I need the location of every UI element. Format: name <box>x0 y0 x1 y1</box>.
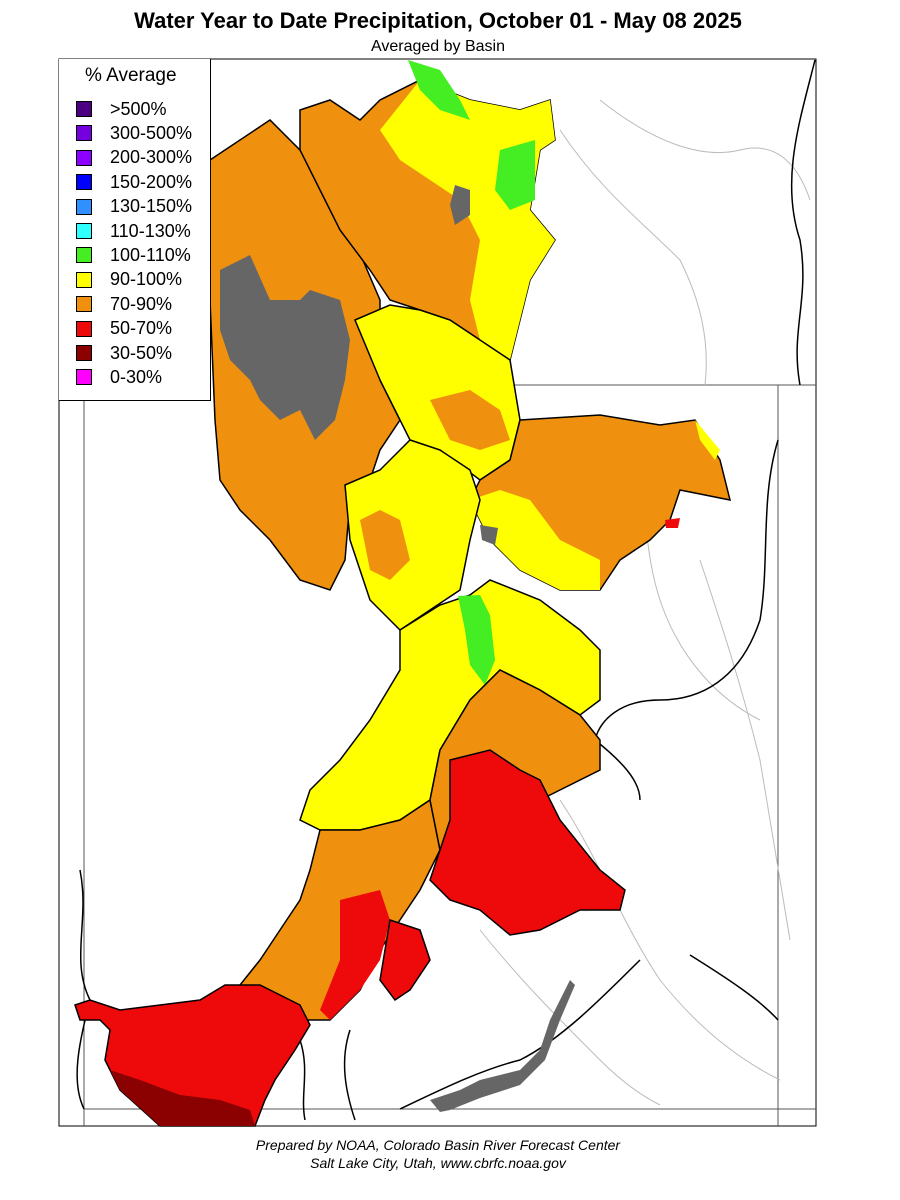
map-title: Water Year to Date Precipitation, Octobe… <box>134 8 742 33</box>
legend-item: 90-100% <box>76 269 183 290</box>
legend-label: 100-110% <box>110 244 191 265</box>
great-salt-lake <box>220 255 350 440</box>
footer-location: Salt Lake City, Utah, www.cbrfc.noaa.gov <box>310 1155 566 1171</box>
legend-label: 90-100% <box>110 269 183 290</box>
footer-credit: Prepared by NOAA, Colorado Basin River F… <box>255 1137 621 1153</box>
legend-swatch <box>76 369 92 386</box>
basin-virgin-darkred <box>110 1070 255 1126</box>
legend-item: 130-150% <box>76 196 193 217</box>
legend-swatch <box>76 125 92 142</box>
basin-north-green <box>408 60 470 120</box>
legend-swatch <box>76 223 92 239</box>
legend-label: 300-500% <box>110 122 193 143</box>
basin-paria-red <box>379 919 431 1002</box>
basin-central-orange <box>430 390 510 450</box>
legend-item: 300-500% <box>76 122 193 143</box>
legend-item: 100-110% <box>76 244 191 265</box>
legend-item: 200-300% <box>76 147 193 168</box>
legend-label: 150-200% <box>110 171 193 192</box>
legend-label: >500% <box>110 98 167 119</box>
basin-southwest-red <box>320 890 390 1020</box>
lake-powell <box>430 980 575 1112</box>
basin-provo-orange <box>360 510 410 580</box>
legend-swatch <box>76 271 92 288</box>
legend-label: 70-90% <box>110 293 173 314</box>
legend-swatch <box>76 320 92 337</box>
legend-swatch <box>76 198 92 215</box>
bear-lake <box>450 185 470 225</box>
legend-swatch <box>76 345 92 361</box>
legend-label: 130-150% <box>110 196 193 217</box>
legend-item: 30-50% <box>76 342 173 363</box>
legend-item: >500% <box>76 98 167 119</box>
rivers <box>479 99 811 1106</box>
legend-swatch <box>76 149 92 166</box>
map-subtitle: Averaged by Basin <box>370 38 505 55</box>
basin-uinta-yellow <box>470 490 600 590</box>
basin-uinta-yellow-2 <box>695 420 720 460</box>
legend-swatch <box>76 247 92 264</box>
legend-item: 50-70% <box>76 318 173 339</box>
basin-escalante <box>429 749 626 936</box>
starvation-reservoir <box>480 525 498 545</box>
legend-label: 110-130% <box>110 220 191 241</box>
legend-swatch <box>76 174 92 191</box>
legend-label: 0-30% <box>110 366 163 387</box>
legend-item: 110-130% <box>76 220 191 241</box>
map-border <box>58 58 817 1127</box>
basin-north-green-2 <box>495 140 535 210</box>
legend-label: 30-50% <box>110 342 173 363</box>
legend-label: 50-70% <box>110 318 173 339</box>
legend: % Average >500% 300-500% 200-300% 150-200% 1… <box>59 59 211 401</box>
legend-item: 70-90% <box>76 293 173 314</box>
legend-item: 150-200% <box>76 171 193 192</box>
legend-title: % Average <box>85 65 177 86</box>
legend-label: 200-300% <box>110 147 193 168</box>
legend-swatch <box>76 296 92 313</box>
basin-provo <box>344 439 481 631</box>
basin-uinta-red <box>665 518 680 528</box>
basin-sevier-green <box>458 595 495 685</box>
legend-swatch <box>76 101 92 117</box>
legend-item: 0-30% <box>76 366 163 387</box>
